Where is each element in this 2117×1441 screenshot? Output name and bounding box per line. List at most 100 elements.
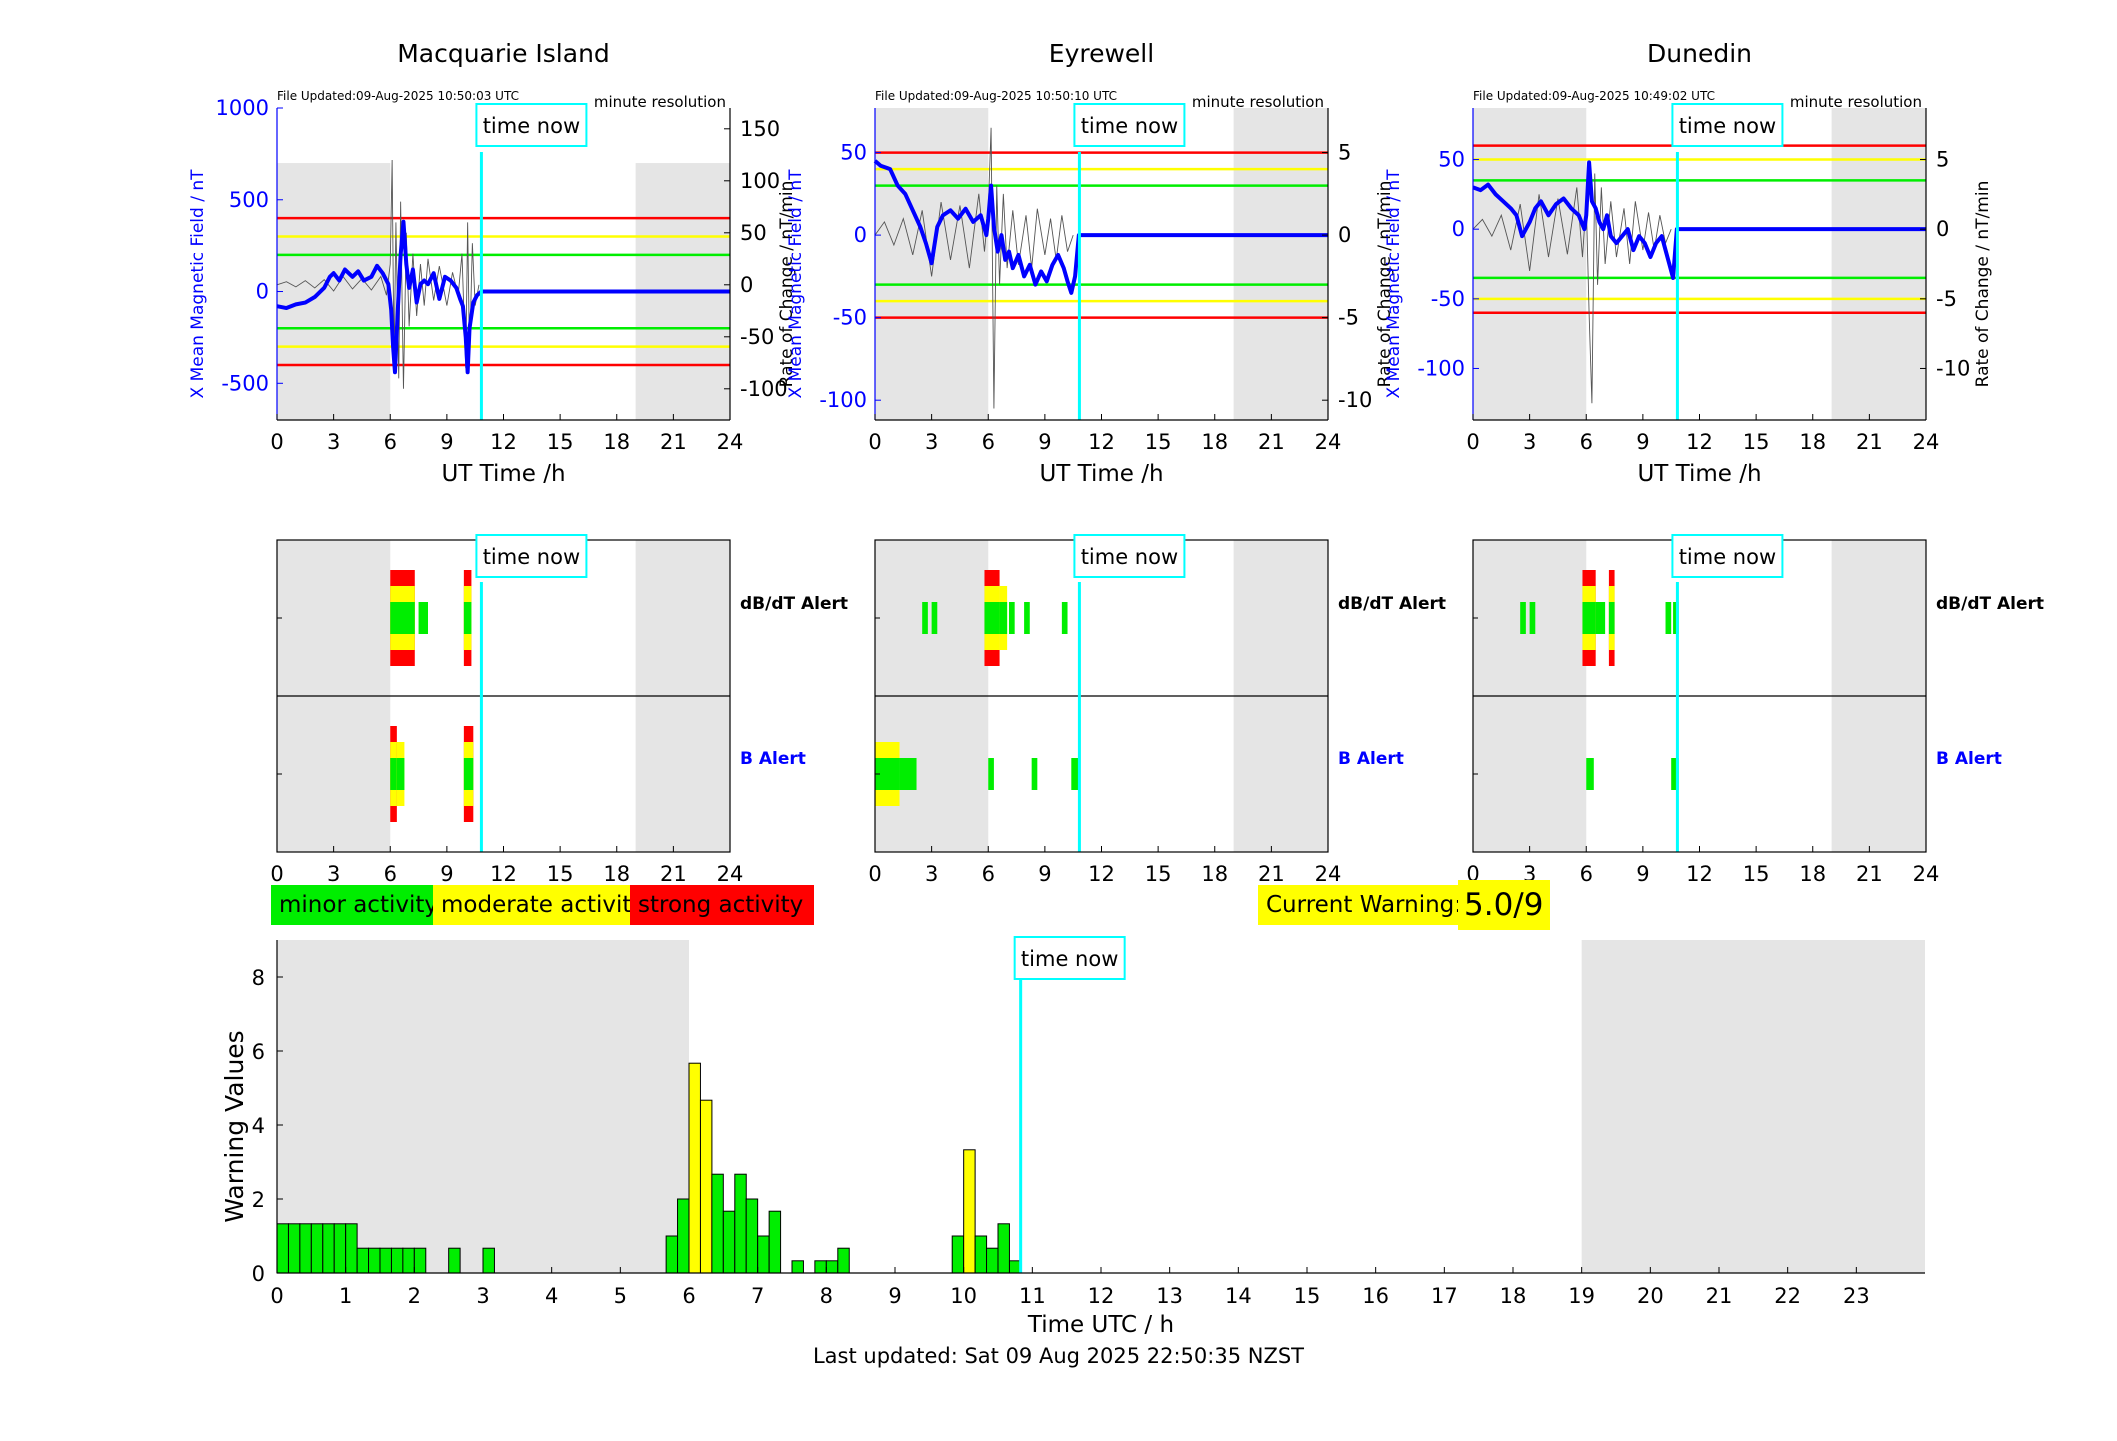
warning-bar [734,1173,747,1274]
warning-bar [814,1260,827,1274]
x-tick-label: 24 [1913,862,1940,886]
y-tick-label: 4 [252,1114,265,1138]
alert-block-minor [1520,602,1526,634]
x-tick-label: 11 [1019,1284,1046,1308]
alert-block-minor [1586,758,1594,790]
left-axis-title: X Mean Magnetic Field / nT [188,169,208,399]
x-tick-label: 18 [1201,430,1228,454]
warning-bar [768,1210,782,1274]
warning-bar [757,1235,770,1274]
x-tick-label: 12 [490,430,517,454]
alert-block-minor [1071,758,1079,790]
alert-block-minor [390,758,397,790]
x-tick-label: 15 [1743,430,1770,454]
x-tick-label: 0 [270,1284,283,1308]
rate-of-change-series [874,127,1074,409]
warning-bar [482,1247,495,1274]
time-now-box [475,534,588,578]
right-tick-label: 50 [740,221,767,245]
warning-bar [825,1260,839,1274]
legend-strong-activity: strong activity [630,885,814,925]
warning-bar [791,1260,804,1274]
x-tick-label: 14 [1225,1284,1252,1308]
x-tick-label: 24 [717,430,744,454]
left-tick-label: -100 [819,388,867,412]
left-tick-label: -100 [1417,356,1465,380]
x-tick-label: 12 [1088,862,1115,886]
alert-block-minor [1529,602,1536,634]
warning-bar [276,1223,289,1274]
right-tick-label: 5 [1936,148,1949,172]
x-tick-label: 4 [545,1284,558,1308]
current-warning-label-box: Current Warning: [1258,885,1466,925]
x-tick-label: 15 [1743,862,1770,886]
x-tick-label: 18 [603,862,630,886]
x-tick-label: 15 [1145,430,1172,454]
x-tick-label: 9 [1038,862,1051,886]
alert-block-minor [1595,602,1606,634]
left-tick-label: -50 [1431,287,1465,311]
alert-block-minor [899,758,917,790]
warning-bar [368,1247,381,1274]
rate-of-change-series [1472,173,1672,404]
y-tick-label: 0 [252,1262,265,1286]
legend-moderate-activity: moderate activity [433,885,645,925]
time-now-marker: time now [1671,103,1784,147]
right-tick-label: -5 [1936,287,1957,311]
x-tick-label: 21 [1258,430,1285,454]
alert-block-minor [931,602,938,634]
x-tick-label: 18 [1799,430,1826,454]
current-warning-value: 5.0/9 [1464,887,1544,923]
night-shading [1473,108,1587,420]
minute-resolution-label: minute resolution [1192,93,1324,111]
warning-bar [699,1099,713,1274]
x-tick-label: 3 [327,862,340,886]
b-alert-label: B Alert [740,749,806,769]
last-updated-footer: Last updated: Sat 09 Aug 2025 22:50:35 N… [812,1344,1305,1368]
left-tick-label: -50 [833,306,867,330]
y-tick-label: 2 [252,1188,265,1212]
rate-of-change-series [276,159,480,389]
x-tick-label: 7 [751,1284,764,1308]
warning-bar [986,1247,999,1274]
x-mean-series [276,219,730,375]
time-now-label: time now [1081,545,1178,569]
x-tick-label: 5 [614,1284,627,1308]
current-warning-value-box: 5.0/9 [1458,880,1550,930]
warning-bar [310,1223,324,1274]
station-alert-panel-1: dB/dT Alert B Alert 0 3 6 9 12 15 18 21 24 [270,539,848,886]
warning-bar [951,1235,965,1274]
x-tick-label: 24 [1913,430,1940,454]
x-tick-label: 3 [327,430,340,454]
x-tick-label: 6 [982,862,995,886]
x-tick-label: 17 [1431,1284,1458,1308]
alert-block-minor [1031,758,1038,790]
left-tick-label: 50 [1438,148,1465,172]
x-tick-label: 12 [490,862,517,886]
warning-bar [379,1247,392,1274]
left-tick-label: 0 [256,280,269,304]
dbdt-alert-label: dB/dT Alert [1936,594,2044,614]
x-tick-label: 9 [1636,430,1649,454]
x-tick-label: 12 [1686,862,1713,886]
x-tick-label: 18 [1201,862,1228,886]
x-tick-label: 15 [1145,862,1172,886]
warning-bar [448,1247,461,1274]
warning-bar [345,1223,358,1274]
warning-bar [287,1223,301,1274]
minute-resolution-label: minute resolution [1790,93,1922,111]
alert-block-minor [390,602,415,634]
time-now-box [1671,103,1784,147]
legend-minor-activity: minor activity [271,885,438,925]
x-mean-series [1472,160,1926,280]
alert-block-minor [1009,602,1015,634]
right-axis-title: Rate of Change / nT/min [1375,181,1395,388]
x-tick-label: 23 [1843,1284,1870,1308]
x-tick-label: 1 [339,1284,352,1308]
warning-bar [677,1198,690,1274]
x-tick-label: 9 [440,862,453,886]
x-tick-label: 10 [950,1284,977,1308]
dbdt-alert-label: dB/dT Alert [740,594,848,614]
x-tick-label: 0 [270,862,283,886]
